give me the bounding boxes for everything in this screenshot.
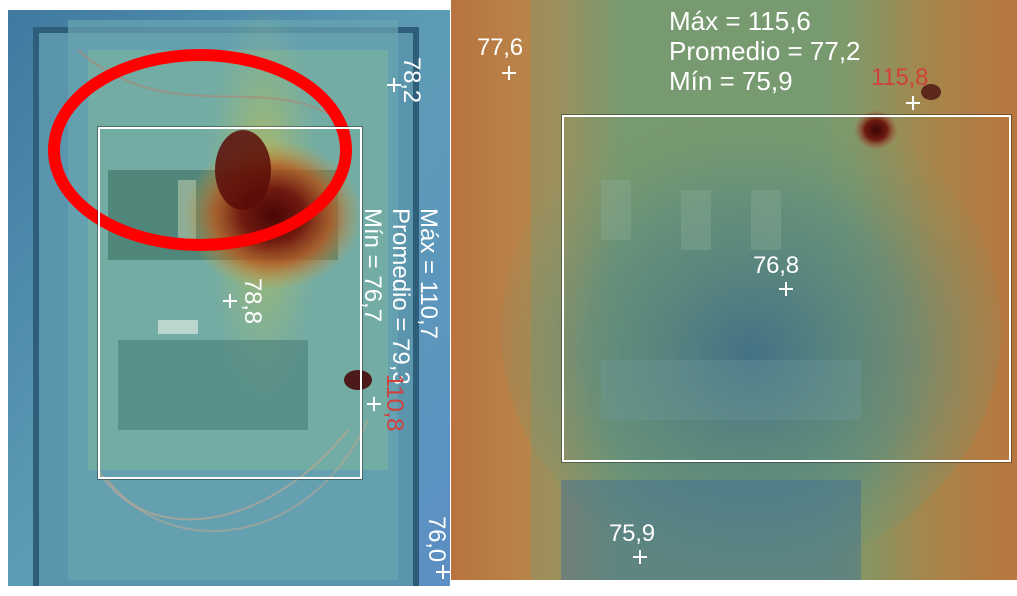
left-spot-top-right-label: 78,2 <box>398 57 425 103</box>
right-thermal-background <box>451 0 1017 580</box>
left-spot-hot-marker <box>367 397 381 411</box>
right-spot-top-left-label: 77,6 <box>477 34 523 61</box>
right-spot-bottom-label: 75,9 <box>609 520 655 547</box>
right-thermal-image: Máx = 115,6 Promedio = 77,2 Mín = 75,9 7… <box>451 0 1017 580</box>
left-spot-center-label: 78,8 <box>239 278 266 324</box>
red-highlight-ellipse <box>48 49 352 251</box>
right-spot-hot-marker <box>906 96 920 110</box>
left-spot-bottom-right-marker <box>436 565 450 579</box>
left-spot-center-marker <box>223 294 237 308</box>
right-avg-value: Promedio = 77,2 <box>669 36 861 66</box>
right-min-value: Mín = 75,9 <box>669 66 793 96</box>
left-roi-stats: Máx = 110,7 Promedio = 79,3 Mín = 76,7 <box>358 208 442 385</box>
left-thermal-image: Máx = 110,7 Promedio = 79,3 Mín = 76,7 7… <box>8 10 450 586</box>
left-spot-hot-label: 110,8 <box>381 374 408 432</box>
left-avg-value: Promedio = 79,3 <box>387 208 414 385</box>
right-roi-stats: Máx = 115,6 Promedio = 77,2 Mín = 75,9 <box>669 6 861 96</box>
right-spot-bottom-marker <box>633 550 647 564</box>
right-spot-hot-label: 115,8 <box>871 64 929 91</box>
left-max-value: Máx = 110,7 <box>415 208 442 339</box>
right-spot-top-left-marker <box>502 66 516 80</box>
left-roi-rectangle <box>98 127 362 479</box>
left-spot-top-right-marker <box>387 78 401 92</box>
left-min-value: Mín = 76,7 <box>359 208 386 323</box>
left-thermal-background <box>8 10 450 586</box>
right-max-value: Máx = 115,6 <box>669 6 811 36</box>
right-spot-center-marker <box>779 282 793 296</box>
right-spot-center-label: 76,8 <box>753 252 799 279</box>
right-roi-rectangle <box>562 115 1011 462</box>
left-spot-bottom-right-label: 76,0 <box>423 516 450 562</box>
